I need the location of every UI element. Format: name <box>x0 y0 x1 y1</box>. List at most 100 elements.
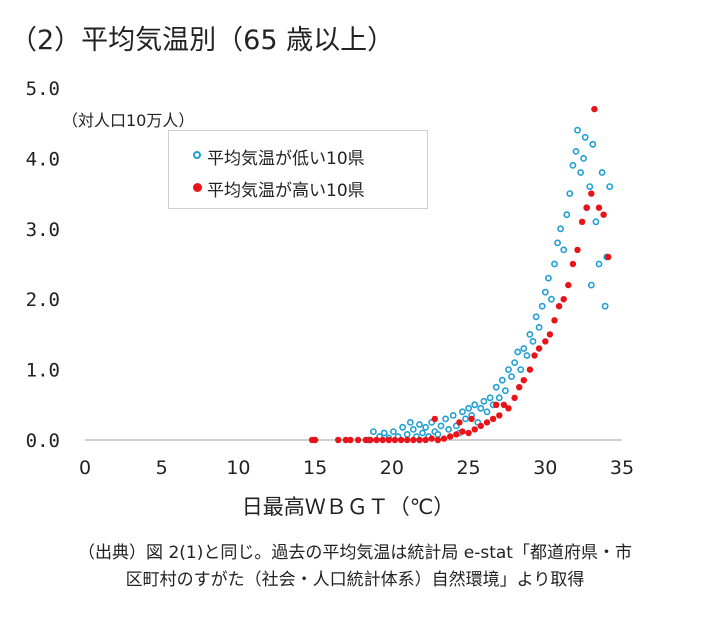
point-low-temp <box>538 302 546 310</box>
point-high-temp <box>354 436 362 444</box>
point-low-temp <box>445 425 452 433</box>
point-high-temp <box>600 211 607 218</box>
point-high-temp <box>542 338 549 345</box>
point-high-temp <box>385 436 392 444</box>
point-low-temp <box>572 147 580 155</box>
point-low-temp <box>592 218 600 226</box>
point-low-temp <box>465 404 472 412</box>
chart-marks <box>308 105 614 444</box>
point-high-temp <box>440 435 448 442</box>
point-low-temp <box>458 408 466 416</box>
x-tick-label: 10 <box>226 457 250 479</box>
point-low-temp <box>520 345 528 352</box>
point-low-temp <box>403 430 411 438</box>
point-low-temp <box>409 425 417 433</box>
point-high-temp <box>453 431 460 438</box>
point-low-temp <box>369 428 377 435</box>
point-high-temp <box>468 415 475 423</box>
point-low-temp <box>486 394 494 402</box>
point-low-temp <box>587 281 595 289</box>
point-low-temp <box>529 337 537 345</box>
point-low-temp <box>598 169 606 176</box>
point-low-temp <box>434 430 442 438</box>
point-high-temp <box>483 419 491 426</box>
point-low-temp <box>569 161 577 169</box>
chart-legend: 平均気温が低い10県 平均気温が高い10県 <box>168 130 428 209</box>
point-high-temp <box>477 422 484 430</box>
point-low-temp <box>495 394 503 402</box>
point-low-temp <box>581 133 589 141</box>
point-low-temp <box>563 211 571 219</box>
point-high-temp <box>391 436 399 444</box>
point-low-temp <box>586 183 594 190</box>
y-tick-label: 2.0 <box>26 289 60 311</box>
point-high-temp <box>410 436 417 444</box>
point-high-temp <box>379 436 386 444</box>
point-low-temp <box>449 411 457 419</box>
point-high-temp <box>520 377 527 384</box>
point-high-temp <box>493 401 500 408</box>
point-high-temp <box>574 246 581 254</box>
point-low-temp <box>406 418 414 426</box>
point-low-temp <box>380 429 388 437</box>
chart-axes: 0 5 10 15 20 25 30 35 0.0 1.0 2.0 3.0 4.0 5.0 <box>26 78 634 479</box>
point-high-temp <box>471 426 478 433</box>
point-high-temp <box>342 436 349 444</box>
point-high-temp <box>447 433 454 440</box>
page-title: （2）平均気温別（65 歳以上） <box>10 25 395 56</box>
point-low-temp <box>508 373 515 380</box>
x-tick-label: 0 <box>79 457 91 479</box>
point-high-temp <box>546 331 554 338</box>
y-tick-label: 3.0 <box>26 219 60 241</box>
point-high-temp <box>583 204 590 211</box>
legend-label-high: 平均気温が高い10県 <box>207 181 365 201</box>
point-high-temp <box>511 394 518 401</box>
point-low-temp <box>545 274 552 282</box>
point-high-temp <box>422 436 429 444</box>
x-axis-label: 日最高ＷＢＧＴ（℃） <box>242 495 455 519</box>
point-high-temp <box>431 415 438 423</box>
point-low-temp <box>498 376 506 384</box>
point-high-temp <box>578 218 586 225</box>
source-note: （出典）図 2(1)と同じ。過去の平均気温は統計局 e-stat「都道府県・市 … <box>20 540 690 594</box>
x-tick-label: 35 <box>610 457 634 479</box>
point-low-temp <box>422 423 429 431</box>
x-tick-label: 15 <box>303 457 327 479</box>
source-note-line-2: 区町村のすがた（社会・人口統計体系）自然環境」より取得 <box>125 570 585 590</box>
point-low-temp <box>416 421 423 428</box>
point-high-temp <box>591 105 598 113</box>
point-high-temp <box>505 405 512 412</box>
point-low-temp <box>548 295 555 303</box>
point-low-temp <box>566 190 574 197</box>
point-high-temp <box>311 436 319 444</box>
point-high-temp <box>531 352 538 359</box>
point-high-temp <box>404 436 411 444</box>
point-low-temp <box>541 288 549 296</box>
point-high-temp <box>595 204 603 211</box>
point-high-temp <box>555 303 563 310</box>
source-note-line-1: （出典）図 2(1)と同じ。過去の平均気温は統計局 e-stat「都道府県・市 <box>78 543 632 563</box>
point-high-temp <box>397 436 405 444</box>
point-low-temp <box>483 408 491 416</box>
legend-marker-high <box>193 183 202 192</box>
point-low-temp <box>477 404 485 412</box>
point-low-temp <box>471 401 479 409</box>
point-high-temp <box>434 436 442 444</box>
y-tick-label: 0.0 <box>26 430 60 452</box>
point-high-temp <box>551 317 558 324</box>
point-low-temp <box>535 323 543 331</box>
point-high-temp <box>489 415 497 423</box>
x-tick-label: 20 <box>380 457 404 479</box>
point-high-temp <box>347 436 354 444</box>
y-tick-label: 1.0 <box>26 360 60 382</box>
point-low-temp <box>419 429 426 437</box>
point-low-temp <box>606 183 614 190</box>
point-high-temp <box>588 190 595 197</box>
point-low-temp <box>551 260 558 268</box>
point-low-temp <box>523 352 531 359</box>
point-high-temp <box>373 436 380 444</box>
point-low-temp <box>480 397 488 405</box>
point-low-temp <box>462 415 469 423</box>
point-low-temp <box>492 383 500 391</box>
